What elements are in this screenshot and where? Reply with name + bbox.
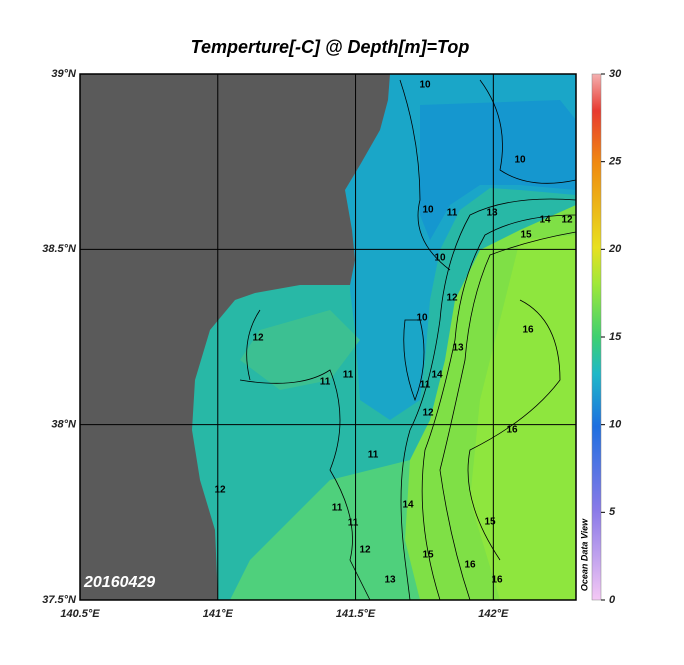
colorbar: [591, 73, 602, 601]
contour-label: 13: [452, 343, 464, 354]
contour-label: 11: [368, 450, 379, 461]
colorbar-tick-label: 20: [608, 243, 622, 255]
lat-tick-label: 37.5°N: [42, 594, 77, 606]
date-label: 20160429: [83, 574, 155, 591]
contour-label: 11: [343, 370, 354, 381]
contour-label: 15: [484, 517, 496, 528]
contour-label: 12: [359, 545, 371, 556]
contour-label: 11: [420, 380, 431, 391]
contour-label: 11: [447, 208, 458, 219]
contour-label: 16: [491, 575, 503, 586]
contour-label: 16: [464, 560, 476, 571]
lon-tick-label: 141.5°E: [336, 608, 376, 620]
contour-label: 10: [434, 253, 446, 264]
contour-label: 10: [416, 313, 428, 324]
contour-label: 14: [539, 215, 551, 226]
contour-label: 13: [486, 208, 498, 219]
contour-label: 10: [422, 205, 434, 216]
contour-label: 12: [214, 485, 226, 496]
contour-label: 12: [446, 293, 458, 304]
lat-tick-label: 38.5°N: [42, 243, 77, 255]
contour-label: 15: [520, 230, 532, 241]
colorbar-tick-label: 15: [609, 331, 622, 343]
contour-label: 10: [514, 155, 526, 166]
contour-label: 12: [561, 215, 573, 226]
contour-label: 11: [320, 377, 331, 388]
contour-label: 11: [332, 503, 343, 514]
lon-tick-label: 142°E: [478, 608, 509, 620]
contour-label: 16: [522, 325, 534, 336]
contour-label: 12: [422, 408, 434, 419]
colorbar-tick-label: 25: [608, 156, 622, 168]
lat-tick-label: 38°N: [51, 419, 77, 431]
contour-label: 14: [402, 500, 414, 511]
lon-tick-label: 140.5°E: [60, 608, 100, 620]
watermark: Ocean Data View: [579, 518, 589, 591]
contour-label: 14: [431, 370, 443, 381]
contour-label: 12: [252, 333, 264, 344]
land: [80, 74, 390, 600]
contour-label: 16: [506, 425, 518, 436]
lon-tick-label: 141°E: [203, 608, 234, 620]
contour-label: 11: [348, 518, 359, 529]
colorbar-tick-label: 0: [609, 594, 616, 606]
contour-label: 13: [384, 575, 396, 586]
colorbar-tick-label: 10: [609, 419, 622, 431]
contour-label: 10: [419, 80, 431, 91]
colorbar-tick-label: 5: [609, 506, 616, 518]
title: Temperture[-C] @ Depth[m]=Top: [191, 37, 470, 57]
colorbar-tick-label: 30: [609, 68, 622, 80]
lat-tick-label: 39°N: [51, 68, 77, 80]
contour-label: 15: [422, 550, 434, 561]
